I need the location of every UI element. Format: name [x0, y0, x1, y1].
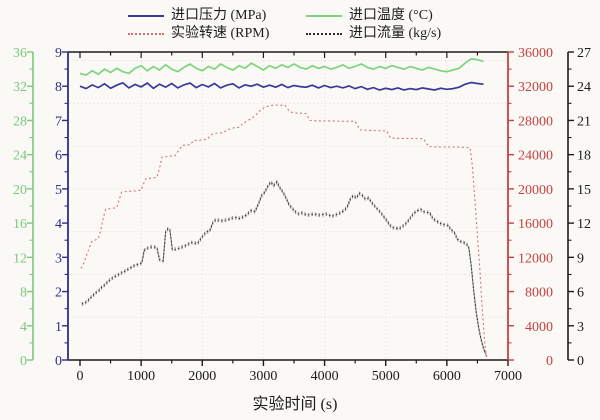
- svg-text:27: 27: [577, 46, 591, 61]
- legend-item-pressure: 进口压力 (MPa): [128, 7, 266, 25]
- svg-text:6: 6: [577, 286, 584, 301]
- svg-text:6: 6: [55, 149, 62, 164]
- svg-text:21: 21: [577, 114, 591, 129]
- svg-text:8000: 8000: [525, 286, 553, 301]
- svg-text:3000: 3000: [249, 369, 277, 384]
- svg-text:3: 3: [577, 320, 584, 335]
- svg-text:8: 8: [55, 80, 62, 95]
- svg-text:16000: 16000: [518, 217, 553, 232]
- svg-text:16: 16: [13, 217, 27, 232]
- legend-line-pressure-icon: [128, 15, 164, 17]
- svg-text:36000: 36000: [518, 46, 553, 61]
- svg-text:1: 1: [55, 320, 62, 335]
- svg-text:9: 9: [55, 46, 62, 61]
- legend-item-rpm: 实验转速 (RPM): [128, 25, 269, 43]
- svg-text:28000: 28000: [518, 114, 553, 129]
- svg-text:12: 12: [13, 251, 27, 266]
- svg-text:20: 20: [13, 183, 27, 198]
- legend-item-flow: 进口流量 (kg/s): [306, 25, 441, 43]
- legend-label-flow: 进口流量 (kg/s): [349, 26, 442, 41]
- svg-text:2000: 2000: [188, 369, 216, 384]
- svg-text:12: 12: [577, 217, 591, 232]
- svg-text:20000: 20000: [518, 183, 553, 198]
- legend-label-temperature: 进口温度 (°C): [349, 8, 433, 23]
- svg-text:12000: 12000: [518, 251, 553, 266]
- svg-text:8: 8: [20, 286, 27, 301]
- svg-text:7000: 7000: [494, 369, 522, 384]
- svg-text:6000: 6000: [433, 369, 461, 384]
- svg-text:0: 0: [546, 354, 553, 369]
- svg-text:4: 4: [55, 217, 62, 232]
- svg-text:4000: 4000: [311, 369, 339, 384]
- svg-text:5: 5: [55, 183, 62, 198]
- svg-text:5000: 5000: [372, 369, 400, 384]
- legend-line-flow-icon: [306, 33, 342, 35]
- svg-text:36: 36: [13, 46, 27, 61]
- svg-text:1000: 1000: [127, 369, 155, 384]
- svg-text:24: 24: [577, 80, 591, 95]
- svg-text:3: 3: [55, 251, 62, 266]
- svg-text:0: 0: [20, 354, 27, 369]
- svg-text:28: 28: [13, 114, 27, 129]
- legend-line-temperature-icon: [306, 15, 342, 17]
- legend-label-pressure: 进口压力 (MPa): [171, 8, 267, 23]
- svg-text:2: 2: [55, 286, 62, 301]
- svg-text:15: 15: [577, 183, 591, 198]
- svg-text:18: 18: [577, 149, 591, 164]
- svg-text:4000: 4000: [525, 320, 553, 335]
- svg-text:24: 24: [13, 149, 27, 164]
- svg-text:7: 7: [55, 114, 62, 129]
- svg-text:0: 0: [577, 354, 584, 369]
- legend-item-temperature: 进口温度 (°C): [306, 7, 433, 25]
- legend-line-rpm-icon: [128, 33, 164, 35]
- svg-text:24000: 24000: [518, 149, 553, 164]
- svg-text:32000: 32000: [518, 80, 553, 95]
- chart-legend: 进口压力 (MPa) 进口温度 (°C) 实验转速 (RPM) 进口流量 (kg…: [0, 0, 600, 46]
- x-axis-title: 实验时间 (s): [252, 396, 338, 413]
- svg-text:0: 0: [55, 354, 62, 369]
- legend-label-rpm: 实验转速 (RPM): [171, 26, 270, 41]
- svg-text:32: 32: [13, 80, 27, 95]
- svg-text:4: 4: [20, 320, 27, 335]
- svg-text:9: 9: [577, 251, 584, 266]
- svg-text:0: 0: [77, 369, 84, 384]
